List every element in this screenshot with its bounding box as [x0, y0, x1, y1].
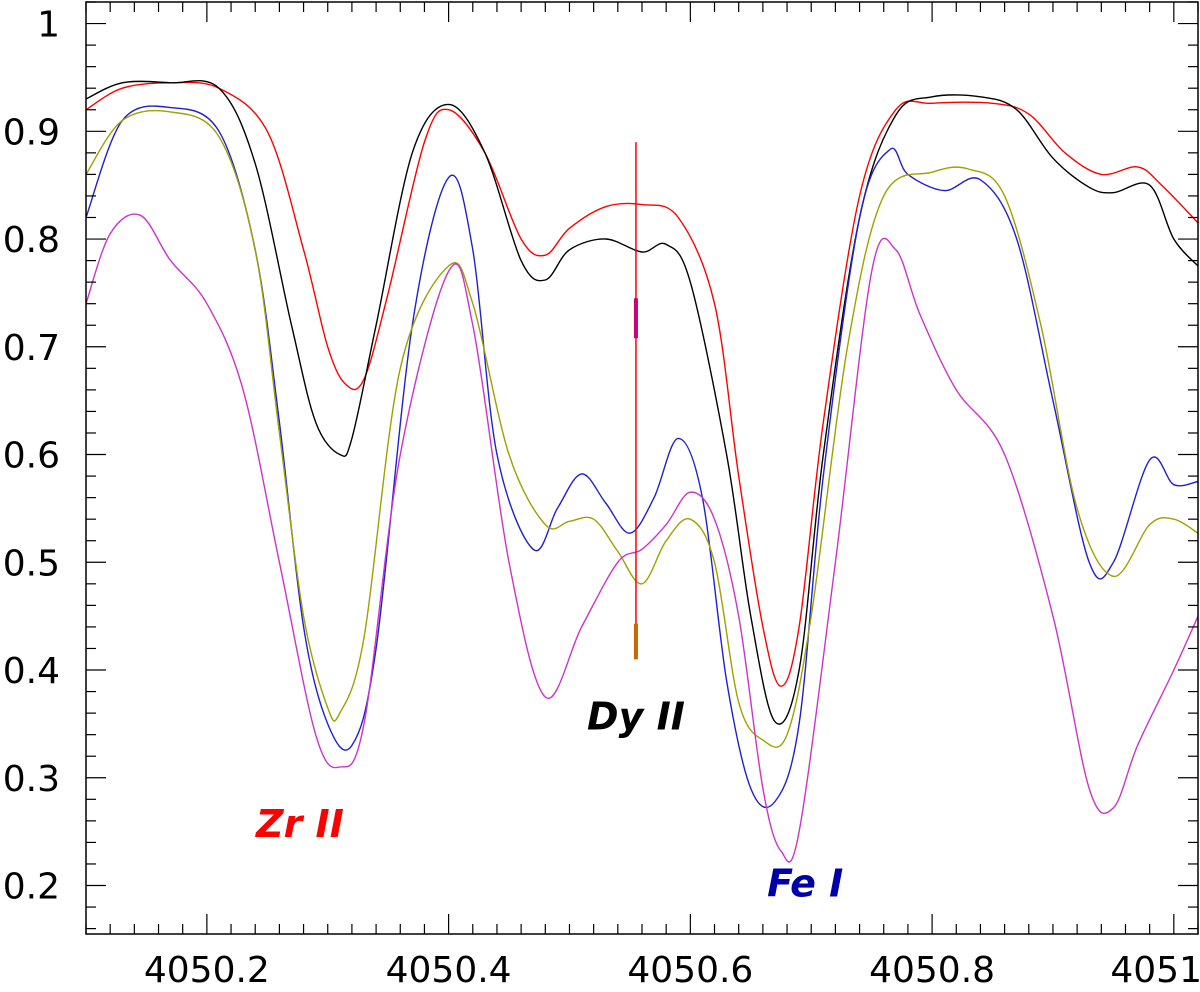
plot-frame: [85, 1, 1199, 935]
y-tick-label: 0.2: [3, 867, 60, 908]
x-tick-label: 4050.2: [144, 950, 270, 991]
tick-label-layer: 4050.2 4050.4 4050.6 4050.8 4051 1 0.9 0.8 0.7 0.…: [3, 5, 1200, 991]
x-tick-label: 4050.8: [869, 950, 995, 991]
y-tick-label: 0.4: [3, 651, 60, 692]
annotation-label: Zr II: [255, 802, 344, 846]
series-line-2: [86, 80, 1198, 725]
y-tick-label: 0.9: [3, 112, 60, 153]
y-tick-label: 1: [37, 5, 60, 46]
annotation-label: Dy II: [587, 694, 685, 738]
annotation-label: Fe I: [767, 861, 843, 905]
axes-layer: [85, 1, 1199, 935]
y-tick-label: 0.3: [3, 759, 60, 800]
series-line-4: [86, 109, 1198, 748]
x-tick-label: 4050.6: [627, 950, 753, 991]
x-tick-label: 4050.4: [386, 950, 512, 991]
series-line-3: [86, 105, 1198, 809]
y-tick-label: 0.8: [3, 220, 60, 261]
series-layer: [86, 80, 1198, 863]
y-tick-label: 0.5: [3, 543, 60, 584]
annotation-layer: Zr II Dy II Fe I: [255, 694, 843, 905]
series-line-5: [86, 213, 1198, 863]
x-tick-label: 4051: [1110, 950, 1200, 991]
series-line-1: [86, 81, 1198, 687]
y-tick-label: 0.6: [3, 436, 60, 477]
y-tick-label: 0.7: [3, 328, 60, 369]
